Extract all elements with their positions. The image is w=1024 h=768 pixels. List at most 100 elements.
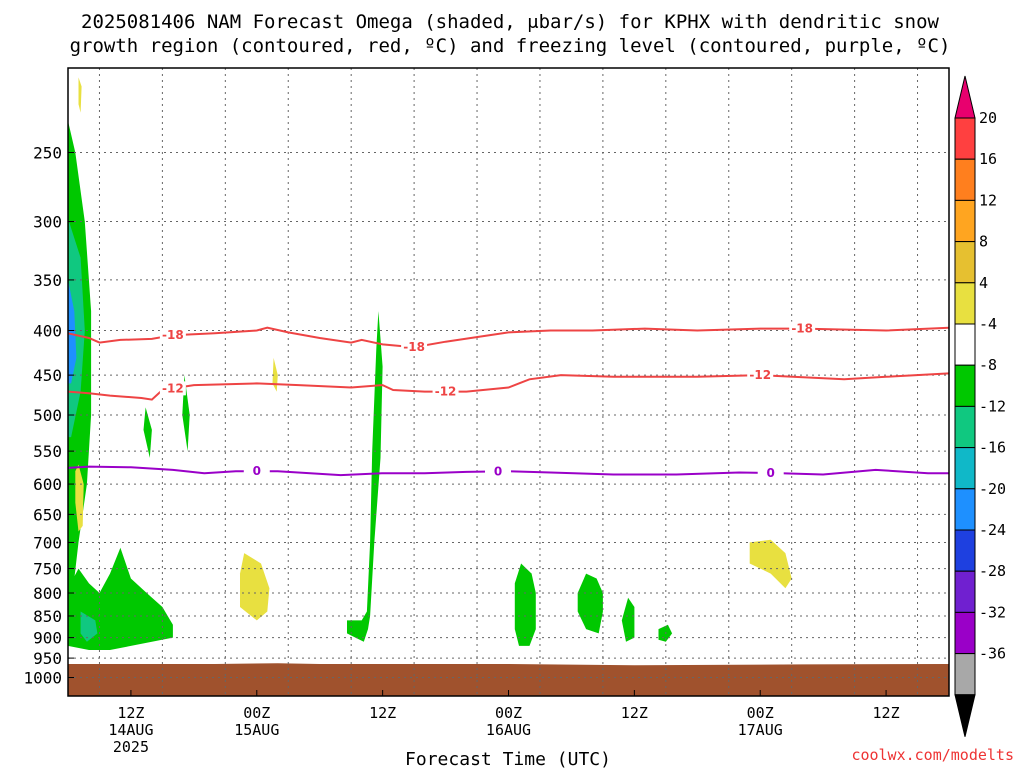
contour-label-bg <box>485 464 512 479</box>
credit-text[interactable]: coolwx.com/modelts <box>851 746 1014 764</box>
y-tick-label: 1000 <box>23 669 62 688</box>
y-tick-label: 550 <box>33 442 62 461</box>
colorbar-label: -16 <box>979 439 1006 457</box>
omega-region-13 <box>240 553 270 621</box>
title-line-2: growth region (contoured, red, ºC) and f… <box>70 35 951 57</box>
colorbar-swatch <box>954 653 976 696</box>
y-tick-label: 350 <box>33 271 62 290</box>
colorbar-swatch <box>954 117 976 160</box>
colorbar-swatch <box>954 570 976 613</box>
colorbar-swatch <box>954 529 976 572</box>
contour-label: -12 <box>435 385 457 399</box>
x-tick-label: 16AUG <box>486 721 531 739</box>
omega-region-9 <box>577 573 603 634</box>
colorbar-label: -28 <box>979 562 1006 580</box>
colorbar-swatch <box>954 323 976 366</box>
omega-region-8 <box>514 563 536 646</box>
omega-region-11 <box>658 624 673 642</box>
omega-region-16 <box>78 77 82 113</box>
y-tick-label: 250 <box>33 144 62 163</box>
contour-label-bg <box>757 466 784 481</box>
y-tick-label: 650 <box>33 505 62 524</box>
colorbar-label: -8 <box>979 356 997 374</box>
y-tick-label: 700 <box>33 533 62 552</box>
omega-region-15 <box>749 539 792 589</box>
colorbar-label: -24 <box>979 521 1006 539</box>
colorbar-label: 16 <box>979 150 997 168</box>
y-tick-label: 600 <box>33 475 62 494</box>
x-tick-label: 12Z <box>873 704 900 722</box>
y-tick-label: 950 <box>33 649 62 668</box>
colorbar: 20 16 12 8 4 -4 -8 -12 -16 -20 -24 -28 -32 -36 <box>954 75 1006 737</box>
omega-region-10 <box>621 597 635 642</box>
contour-label: -18 <box>162 328 184 342</box>
contour-label-bg <box>789 321 816 336</box>
y-tick-label: 900 <box>33 629 62 648</box>
x-tick-label: 00Z <box>495 704 522 722</box>
plot-frame <box>67 67 950 697</box>
colorbar-label: 4 <box>979 274 988 292</box>
omega-region-7 <box>347 311 383 642</box>
y-tick-label: 300 <box>33 213 62 232</box>
contour-label: -18 <box>791 322 813 336</box>
colorbar-swatch <box>954 282 976 325</box>
y-tick-label: 850 <box>33 607 62 626</box>
grid-lines <box>68 68 949 696</box>
contour-label-bg <box>401 340 428 355</box>
colorbar-label: 8 <box>979 233 988 251</box>
colorbar-swatch <box>954 611 976 655</box>
y-tick-label: 500 <box>33 406 62 425</box>
contour-label: 0 <box>253 464 261 478</box>
y-tick-label: 400 <box>33 322 62 341</box>
contour-0 <box>67 465 949 477</box>
x-tick-label: 17AUG <box>738 721 783 739</box>
y-tick-label: 750 <box>33 560 62 579</box>
colorbar-label: -32 <box>979 603 1006 621</box>
x-tick-label: 12Z <box>369 704 396 722</box>
colorbar-label: 20 <box>979 109 997 127</box>
contour-label-bg <box>243 464 270 479</box>
title-line-1: 2025081406 NAM Forecast Omega (shaded, μ… <box>81 11 939 33</box>
x-tick-label: 2025 <box>113 738 149 756</box>
contour-label: 0 <box>494 464 502 478</box>
colorbar-label: -12 <box>979 397 1006 415</box>
x-tick-label: 00Z <box>747 704 774 722</box>
x-tick-label: 00Z <box>243 704 270 722</box>
colorbar-label: 12 <box>979 191 997 209</box>
colorbar-swatch <box>954 488 976 531</box>
contour-label: 0 <box>767 466 775 480</box>
colorbar-top-arrow <box>954 75 976 119</box>
temperature-contours: -18 -18 -18 -12 -12 -12 0 0 0 <box>67 321 950 481</box>
colorbar-label: -36 <box>979 645 1006 663</box>
x-tick-label: 12Z <box>621 704 648 722</box>
x-tick-label: 15AUG <box>234 721 279 739</box>
contour-label: -12 <box>749 368 771 382</box>
y-axis-pressure-ticks: 250 300 350 400 450 500 550 600 650 700 750 800 850 9… <box>23 144 74 688</box>
contour-label: -18 <box>403 340 425 354</box>
omega-region-1 <box>68 221 85 438</box>
x-axis-label: Forecast Time (UTC) <box>405 749 611 768</box>
contour-label-bg <box>432 384 459 399</box>
y-tick-label: 800 <box>33 584 62 603</box>
omega-region-2 <box>68 279 77 384</box>
contour-label-bg <box>159 381 186 396</box>
contour-label: -12 <box>162 381 184 395</box>
y-tick-label: 450 <box>33 366 62 385</box>
omega-region-4 <box>80 611 98 642</box>
omega-region-5 <box>143 407 152 458</box>
colorbar-swatch <box>954 364 976 407</box>
x-tick-label: 12Z <box>117 704 144 722</box>
contour-minus12 <box>67 372 950 401</box>
colorbar-swatch <box>954 199 976 243</box>
colorbar-label: -4 <box>979 315 997 333</box>
x-tick-label: 14AUG <box>108 721 153 739</box>
colorbar-bottom-arrow <box>954 694 976 737</box>
colorbar-label: -20 <box>979 480 1006 498</box>
colorbar-swatch <box>954 405 976 449</box>
contour-label-bg <box>747 368 774 383</box>
contour-label-bg <box>159 328 186 343</box>
colorbar-swatch <box>954 241 976 284</box>
